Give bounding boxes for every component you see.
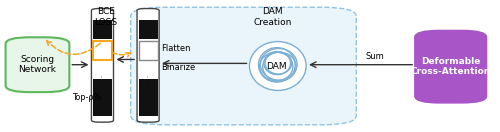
Ellipse shape — [260, 52, 293, 81]
Bar — [93, 20, 112, 39]
Text: · · ·: · · · — [146, 75, 150, 85]
FancyBboxPatch shape — [130, 7, 356, 125]
Text: DAM: DAM — [266, 62, 287, 70]
Bar — [93, 79, 112, 98]
Bar — [138, 79, 158, 98]
Ellipse shape — [264, 52, 290, 75]
FancyArrowPatch shape — [47, 41, 100, 54]
Text: Scoring
Network: Scoring Network — [18, 55, 57, 74]
Text: Binarize: Binarize — [161, 63, 196, 72]
Ellipse shape — [265, 52, 291, 74]
Text: DAM
Creation: DAM Creation — [254, 7, 292, 27]
Text: Flatten: Flatten — [161, 44, 190, 53]
Bar — [138, 97, 158, 116]
FancyArrowPatch shape — [112, 52, 130, 57]
Bar — [138, 41, 158, 60]
FancyBboxPatch shape — [6, 37, 70, 92]
Ellipse shape — [250, 42, 306, 90]
FancyBboxPatch shape — [137, 9, 159, 122]
Text: Top-ρ%: Top-ρ% — [72, 93, 101, 102]
Bar — [93, 97, 112, 116]
FancyBboxPatch shape — [415, 31, 486, 103]
Text: Sum: Sum — [366, 52, 384, 61]
Bar — [138, 20, 158, 39]
Text: BCE
LOSS: BCE LOSS — [94, 7, 118, 27]
Ellipse shape — [262, 52, 296, 81]
Text: · · ·: · · · — [100, 75, 105, 85]
FancyBboxPatch shape — [92, 9, 114, 122]
Text: Deformable
Cross-Attention: Deformable Cross-Attention — [410, 57, 491, 76]
Ellipse shape — [258, 48, 295, 82]
Bar — [93, 41, 112, 60]
Ellipse shape — [260, 48, 297, 80]
